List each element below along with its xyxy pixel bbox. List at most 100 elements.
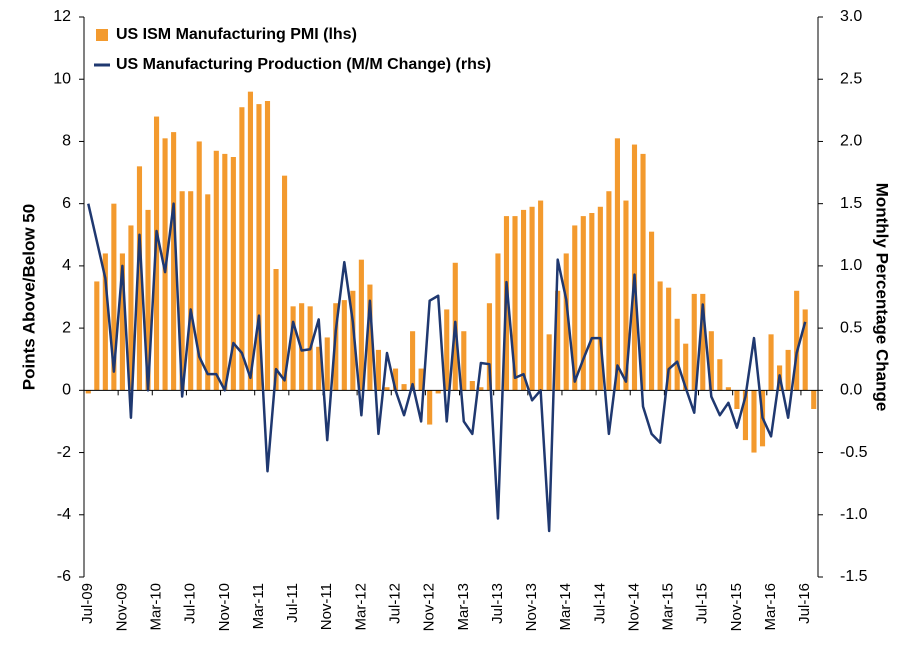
y2-tick-label: 3.0: [840, 8, 862, 25]
bar: [102, 253, 108, 391]
bar: [538, 200, 544, 391]
bar: [486, 303, 492, 391]
x-tick-label: Jul-16: [796, 583, 813, 624]
y-tick-label: 6: [62, 195, 71, 212]
bar: [256, 104, 262, 391]
bar: [802, 309, 808, 391]
x-tick-label: Mar-13: [455, 583, 472, 631]
y2-tick-label: -0.5: [840, 444, 868, 461]
x-tick-label: Mar-16: [762, 583, 779, 631]
bar: [188, 191, 194, 391]
y2-axis-label: Monthly Percentage Change: [873, 183, 892, 412]
x-tick-label: Mar-11: [250, 583, 267, 629]
legend-label: US Manufacturing Production (M/M Change)…: [116, 56, 491, 73]
x-tick-label: Nov-09: [113, 583, 130, 631]
bar: [555, 290, 561, 391]
y2-tick-label: 0.5: [840, 319, 862, 336]
legend-label: US ISM Manufacturing PMI (lhs): [116, 26, 357, 43]
y2-tick-label: 1.5: [840, 195, 862, 212]
bar: [350, 290, 356, 391]
bar: [623, 200, 629, 391]
y-tick-label: -4: [57, 506, 71, 523]
bar: [247, 91, 253, 391]
bar: [264, 101, 271, 391]
y-tick-label: 8: [62, 133, 71, 150]
bar: [495, 253, 501, 391]
bar: [273, 269, 279, 391]
x-tick-label: Nov-13: [523, 583, 540, 631]
bar: [171, 132, 177, 391]
bar: [742, 390, 749, 441]
bar: [546, 334, 552, 391]
x-tick-label: Mar-12: [352, 583, 369, 631]
y2-tick-label: -1.0: [840, 506, 868, 523]
y2-tick-label: 2.5: [840, 70, 862, 87]
bar: [631, 144, 638, 391]
bar: [666, 287, 672, 391]
y-tick-label: 0: [62, 382, 71, 399]
bar: [589, 213, 595, 391]
bar: [683, 343, 689, 391]
bar: [179, 191, 185, 391]
bar: [649, 231, 655, 391]
bar: [657, 281, 663, 391]
bar: [375, 349, 382, 391]
bar: [700, 293, 706, 391]
bar: [606, 191, 612, 391]
bar: [111, 203, 117, 391]
x-tick-label: Nov-12: [421, 583, 438, 631]
bar: [691, 293, 697, 391]
bar: [794, 290, 800, 391]
bar: [196, 141, 202, 391]
bar: [392, 368, 399, 391]
x-tick-label: Jul-09: [79, 583, 96, 624]
bar: [435, 390, 441, 394]
y-tick-label: 2: [62, 319, 71, 336]
bar: [674, 318, 680, 391]
bar: [811, 390, 817, 409]
bar: [222, 153, 228, 391]
bar: [282, 175, 288, 391]
bar: [401, 384, 407, 391]
x-tick-label: Jul-10: [182, 583, 199, 624]
bar: [324, 337, 330, 391]
bar: [230, 157, 236, 391]
line: [87, 202, 807, 533]
bar: [478, 387, 484, 391]
bar: [597, 206, 603, 391]
x-tick-label: Nov-14: [625, 583, 642, 631]
y-tick-label: -6: [57, 568, 71, 585]
x-tick-label: Nov-15: [728, 583, 745, 631]
bar: [119, 253, 125, 391]
x-tick-label: Mar-15: [660, 583, 677, 631]
bar: [341, 300, 347, 391]
bar: [751, 390, 757, 453]
bar: [580, 216, 586, 391]
bar: [461, 331, 467, 391]
bar: [85, 390, 91, 394]
x-tick-label: Jul-13: [489, 583, 506, 624]
bar: [444, 309, 450, 391]
x-tick-label: Jul-15: [694, 583, 711, 624]
bar: [512, 216, 518, 391]
bar: [384, 387, 390, 391]
bar: [725, 387, 731, 391]
y-tick-label: 10: [53, 70, 71, 87]
bar: [734, 390, 740, 409]
y2-tick-label: 0.0: [840, 382, 862, 399]
bar: [213, 150, 219, 391]
bar: [205, 194, 211, 391]
bar: [418, 368, 424, 391]
bar: [358, 259, 364, 391]
bar: [410, 331, 416, 391]
y-tick-label: 4: [62, 257, 71, 274]
bar: [614, 138, 620, 391]
x-tick-label: Mar-10: [148, 583, 165, 631]
bar: [768, 334, 774, 391]
bar: [94, 281, 100, 391]
bar: [128, 225, 134, 391]
y-tick-label: 12: [53, 8, 71, 25]
bar: [136, 166, 143, 391]
bar: [333, 303, 339, 391]
